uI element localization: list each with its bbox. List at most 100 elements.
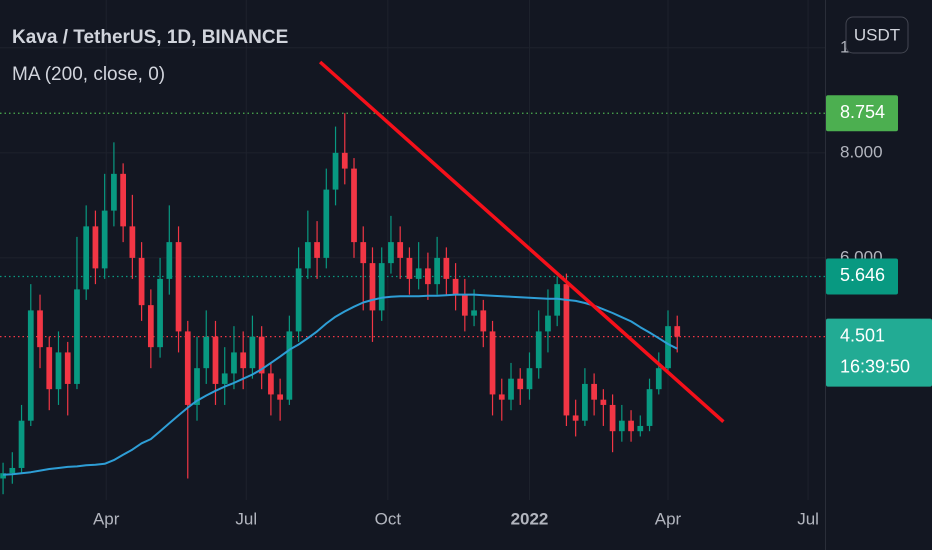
- candle-body: [628, 420, 634, 432]
- candle-body: [425, 268, 431, 285]
- candle-body: [517, 378, 524, 390]
- candle-body: [175, 242, 182, 332]
- candle-body: [360, 242, 367, 264]
- candle-body: [388, 242, 394, 264]
- candle-body: [674, 326, 681, 337]
- candle-body: [480, 310, 487, 332]
- candle-body: [378, 263, 385, 311]
- candle-body: [212, 336, 219, 384]
- price-label: 4.501: [840, 325, 885, 345]
- candle-body: [665, 326, 671, 369]
- candle-body: [101, 210, 108, 269]
- price-label: 5.646: [840, 265, 885, 285]
- candle-body: [55, 352, 62, 390]
- candle-body: [9, 467, 16, 474]
- price-label: 8.754: [840, 102, 885, 122]
- candle-body: [249, 336, 256, 369]
- candle-body: [184, 331, 191, 405]
- candle-body: [0, 473, 6, 479]
- trend-line: [318, 60, 725, 424]
- x-tick-label: Apr: [93, 509, 120, 528]
- x-tick-label: Oct: [375, 509, 402, 528]
- candle-body: [27, 310, 34, 421]
- currency-button-label[interactable]: USDT: [854, 25, 900, 44]
- candle-body: [258, 336, 265, 374]
- candle-body: [535, 331, 542, 369]
- candle-body: [563, 284, 570, 416]
- candle-body: [240, 352, 247, 369]
- price-label-box: [826, 95, 898, 132]
- candle-body: [304, 242, 311, 269]
- candle-body: [434, 257, 440, 285]
- candle-body: [489, 331, 496, 395]
- candle-body: [545, 315, 551, 332]
- candle-body: [572, 415, 579, 421]
- candle-body: [461, 294, 468, 316]
- candle-body: [600, 399, 607, 405]
- candle-body: [37, 310, 43, 348]
- price-label-box: [826, 318, 932, 387]
- grid: [0, 0, 825, 500]
- candle-body: [351, 168, 357, 243]
- candle-body: [655, 368, 662, 390]
- candle-body: [526, 368, 533, 390]
- candle-body: [92, 226, 99, 269]
- x-tick-label: Jul: [797, 509, 819, 528]
- candle-body: [582, 383, 588, 421]
- price-label-box: [826, 258, 898, 295]
- candle-body: [637, 425, 644, 432]
- candle-body: [277, 394, 283, 400]
- candle-body: [415, 268, 422, 279]
- candle-body: [498, 394, 505, 400]
- countdown-label: 16:39:50: [840, 356, 910, 376]
- candle-body: [111, 173, 117, 211]
- candle-body: [203, 336, 210, 369]
- candle-body: [138, 257, 145, 306]
- legend-entry: MA (200, close, 0): [12, 64, 165, 85]
- candle-body: [471, 310, 477, 316]
- candle-body: [341, 152, 348, 169]
- candle-body: [646, 389, 653, 426]
- candle-body: [194, 368, 200, 405]
- candle-body: [397, 242, 404, 258]
- chart-title: Kava / TetherUS, 1D, BINANCE: [12, 27, 288, 48]
- plot-area: [0, 60, 725, 495]
- candle-body: [74, 289, 80, 384]
- y-tick-label: 8.000: [840, 142, 883, 161]
- x-tick-label: Jul: [235, 509, 257, 528]
- candle-body: [591, 383, 597, 400]
- candle-body: [295, 268, 302, 332]
- candle-body: [314, 242, 320, 258]
- candle-body: [332, 152, 339, 190]
- candle-body: [129, 226, 136, 258]
- candle-body: [46, 347, 53, 390]
- candle-body: [369, 263, 376, 311]
- candle-body: [618, 420, 625, 432]
- candle-body: [554, 284, 561, 316]
- candle-body: [64, 352, 71, 384]
- candle-body: [406, 257, 413, 279]
- x-tick-label: 2022: [511, 509, 549, 528]
- candle-body: [18, 420, 25, 468]
- candle-body: [323, 189, 330, 258]
- candle-body: [83, 226, 90, 290]
- candle-body: [609, 404, 616, 432]
- candle-body: [157, 278, 163, 348]
- x-tick-label: Apr: [655, 509, 682, 528]
- price-labels: 8.754 5.646 4.501 16:39:50: [826, 95, 932, 387]
- candle-body: [508, 378, 514, 400]
- candle-body: [268, 373, 274, 395]
- candle-body: [221, 373, 228, 384]
- moving-average: [3, 293, 678, 476]
- currency-button[interactable]: USDT: [845, 16, 909, 54]
- candle-body: [231, 352, 237, 374]
- currency-button-frame[interactable]: [845, 16, 909, 54]
- candle-body: [443, 257, 450, 279]
- candle-body: [147, 305, 154, 348]
- candle-body: [452, 278, 459, 295]
- candle-body: [120, 173, 126, 227]
- candle-body: [286, 331, 293, 400]
- candle-body: [166, 242, 173, 279]
